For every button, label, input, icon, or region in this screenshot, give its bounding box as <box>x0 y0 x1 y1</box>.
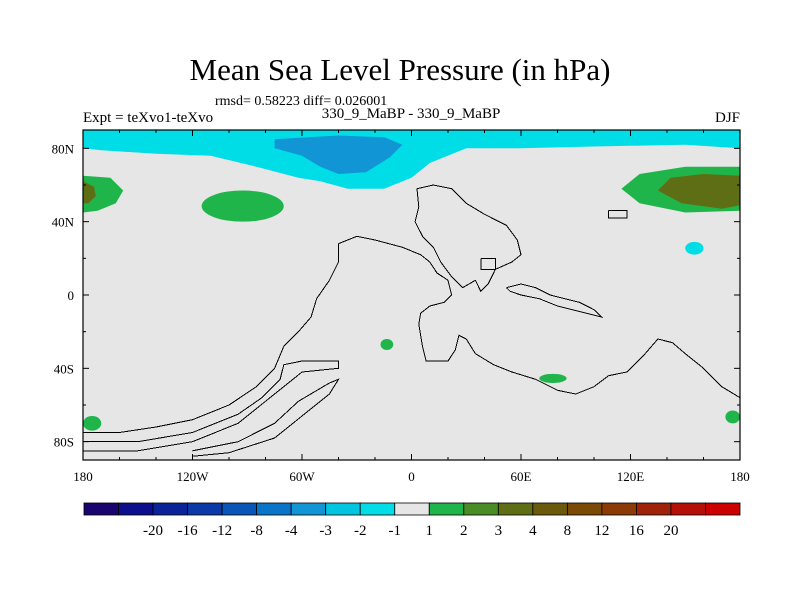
field-regions <box>83 130 740 431</box>
colorbar-label: 16 <box>629 523 645 539</box>
colorbar-swatch <box>428 502 465 516</box>
chart-title: Mean Sea Level Pressure (in hPa) <box>189 52 611 87</box>
region-southern-ocean-east <box>725 410 740 424</box>
season-label: DJF <box>714 110 740 126</box>
colorbar-swatch <box>670 502 706 516</box>
colorbar-label: 2 <box>460 523 468 539</box>
outline-south-arc-1 <box>83 360 339 452</box>
colorbar-swatch <box>290 502 327 516</box>
outline-north-continent <box>414 184 522 293</box>
plot-area <box>83 130 740 460</box>
region-north-pacific-asia-core <box>657 174 740 209</box>
x-tick-label: 180 <box>73 469 93 484</box>
colorbar-label: -8 <box>250 523 263 539</box>
colorbar-label: -4 <box>285 523 298 539</box>
region-arctic-band <box>83 130 740 189</box>
stats-line: rmsd= 0.58223 diff= 0.026001 <box>215 94 388 109</box>
y-tick-label: 80N <box>52 141 75 156</box>
y-tick-label: 40S <box>54 361 74 376</box>
outline-mid-islands <box>480 257 496 270</box>
outline-south-arc-2 <box>192 378 340 457</box>
outline-east-small <box>608 210 628 219</box>
center-label: 330_9_MaBP - 330_9_MaBP <box>321 106 501 122</box>
colorbar-label: 20 <box>663 523 678 539</box>
region-pacific-small-low <box>685 241 704 255</box>
colorbar-label: -12 <box>212 523 232 539</box>
x-tick-label: 60E <box>511 469 532 484</box>
colorbar-swatch <box>187 502 223 516</box>
colorbar-swatch <box>532 502 568 516</box>
colorbar-label: -20 <box>143 523 163 539</box>
colorbar-swatch <box>394 502 430 516</box>
colorbar-label: 8 <box>564 523 572 539</box>
colorbar-swatch <box>463 502 499 516</box>
colorbar-label: -2 <box>354 523 367 539</box>
colorbar-swatch <box>118 502 154 516</box>
colorbar-label: 1 <box>426 523 434 539</box>
colorbar-swatch <box>221 502 258 516</box>
colorbar-swatch <box>601 502 637 516</box>
y-tick-label: 40N <box>52 215 75 230</box>
colorbar-swatch <box>152 502 188 516</box>
x-tick-label: 60W <box>289 469 315 484</box>
colorbar-swatch <box>497 502 534 516</box>
region-north-pacific-east <box>201 190 284 222</box>
region-north-pacific-west-core <box>83 181 96 204</box>
outline-west-supercontinent <box>83 235 740 433</box>
colorbar-label: 3 <box>495 523 503 539</box>
left-label: Expt = teXvo1-teXvo <box>83 110 214 126</box>
colorbar-label: -3 <box>319 523 332 539</box>
colorbar: -20 -16 -12 -8 -4 -3 -2 -1 1 2 3 4 8 12 16 20 <box>83 502 741 539</box>
colorbar-swatch <box>636 502 672 516</box>
region-south-indian-spot <box>539 373 567 383</box>
x-tick-label: 120E <box>617 469 645 484</box>
land-outlines <box>83 184 740 457</box>
x-tick-label: 120W <box>177 469 210 484</box>
colorbar-swatch <box>705 502 741 516</box>
colorbar-swatch <box>325 502 361 516</box>
colorbar-label: 12 <box>594 523 609 539</box>
colorbar-label: -16 <box>178 523 198 539</box>
colorbar-swatch <box>566 502 603 516</box>
land-clip-group <box>83 184 740 457</box>
region-arctic-low-core <box>274 135 403 174</box>
outline-east-island <box>506 283 603 318</box>
axes: 180 120W 60W 0 60E 120E 180 80N 40N 0 40S 80S <box>52 129 750 484</box>
y-tick-label: 80S <box>54 435 74 450</box>
colorbar-swatch <box>359 502 396 516</box>
x-tick-label: 180 <box>730 469 750 484</box>
colorbar-label: 4 <box>529 523 537 539</box>
x-tick-label: 0 <box>408 469 415 484</box>
region-north-pacific-west <box>83 175 124 213</box>
region-southern-ocean-west <box>83 416 102 431</box>
region-south-atlantic-spot <box>380 339 394 350</box>
colorbar-swatch <box>83 502 119 516</box>
y-tick-label: 0 <box>68 288 75 303</box>
colorbar-swatch <box>256 502 292 516</box>
colorbar-label: -1 <box>388 523 401 539</box>
